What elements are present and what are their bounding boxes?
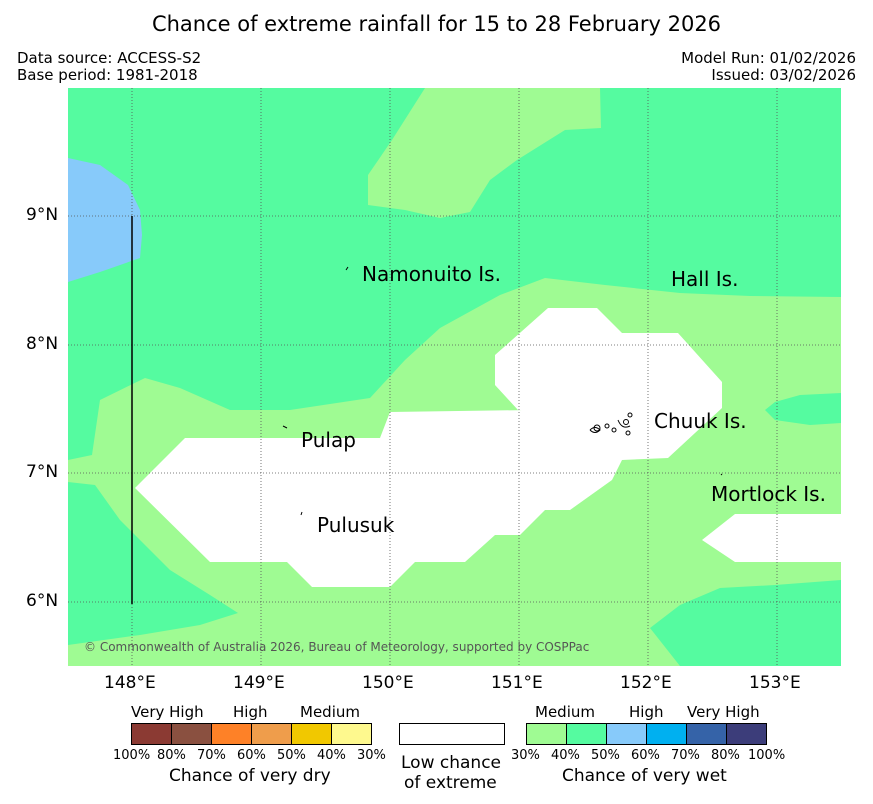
place-label-pulusuk: Pulusuk <box>317 513 395 537</box>
mortlock-island-icon <box>720 473 723 476</box>
legend-swatch <box>646 723 687 745</box>
region-medium-top <box>368 88 601 218</box>
lat-label-8n: 8°N <box>26 334 59 354</box>
place-label-hall: Hall Is. <box>671 267 739 291</box>
region-low-chance-east <box>702 514 841 562</box>
place-label-chuuk: Chuuk Is. <box>654 409 747 433</box>
lat-label-9n: 9°N <box>26 205 59 225</box>
wet-caption: Chance of very wet <box>562 766 727 786</box>
copyright-notice: © Commonwealth of Australia 2026, Bureau… <box>84 640 590 654</box>
dry-pct-label: 30% <box>357 748 386 763</box>
dry-caption: Chance of very dry <box>169 766 331 786</box>
wet-category-high: High <box>629 703 664 721</box>
dry-pct-label: 60% <box>237 748 266 763</box>
wet-pct-label: 60% <box>631 748 660 763</box>
wet-pct-label: 80% <box>711 748 740 763</box>
dry-pct-label: 70% <box>197 748 226 763</box>
dry-pct-label: 40% <box>317 748 346 763</box>
legend-swatch <box>566 723 607 745</box>
lon-label-148e: 148°E <box>104 673 156 693</box>
legend-swatch <box>211 723 252 745</box>
legend-swatch <box>686 723 727 745</box>
legend-swatch <box>131 723 172 745</box>
legend-swatch <box>606 723 647 745</box>
legend-swatch <box>331 723 372 745</box>
lon-label-153e: 153°E <box>749 673 801 693</box>
place-label-mortlock: Mortlock Is. <box>711 482 826 506</box>
region-40-50-southwest <box>68 482 238 645</box>
region-low-chance-central <box>135 308 722 587</box>
low-chance-caption-line2: of extreme <box>404 773 497 793</box>
low-chance-caption-line1: Low chance <box>401 753 501 773</box>
dry-category-very-high: Very High <box>131 703 204 721</box>
lon-label-151e: 151°E <box>491 673 543 693</box>
lon-label-149e: 149°E <box>233 673 285 693</box>
chuuk-islands-icon <box>589 412 633 436</box>
wet-pct-label: 30% <box>511 748 540 763</box>
wet-category-medium: Medium <box>535 703 595 721</box>
namonuito-island-icon <box>345 266 349 271</box>
place-label-pulap: Pulap <box>301 428 356 452</box>
wet-pct-label: 100% <box>748 748 786 763</box>
dry-pct-label: 50% <box>277 748 306 763</box>
wet-pct-label: 40% <box>551 748 580 763</box>
issued-label: Issued: 03/02/2026 <box>711 66 856 84</box>
lon-label-152e: 152°E <box>620 673 672 693</box>
legend-swatch <box>726 723 767 745</box>
base-period-label: Base period: 1981-2018 <box>17 66 198 84</box>
pulusuk-island-icon <box>300 511 303 516</box>
region-high-wet <box>68 158 142 282</box>
wet-pct-label: 50% <box>591 748 620 763</box>
data-source-label: Data source: ACCESS-S2 <box>17 49 202 67</box>
dry-category-high: High <box>233 703 268 721</box>
dry-pct-label: 80% <box>157 748 186 763</box>
place-label-namonuito: Namonuito Is. <box>362 262 501 286</box>
legend-swatch <box>526 723 567 745</box>
legend-swatch <box>291 723 332 745</box>
region-40-50-east <box>765 393 841 425</box>
wet-pct-label: 70% <box>671 748 700 763</box>
region-40-50-southeast <box>650 580 841 666</box>
wet-category-very-high: Very High <box>687 703 760 721</box>
lon-label-150e: 150°E <box>362 673 414 693</box>
pulap-island-icon <box>282 425 288 429</box>
dry-category-medium: Medium <box>300 703 360 721</box>
legend-swatch <box>171 723 212 745</box>
legend-swatch <box>251 723 292 745</box>
island-outlines <box>282 266 723 516</box>
lat-label-7n: 7°N <box>26 462 59 482</box>
model-run-label: Model Run: 01/02/2026 <box>681 49 856 67</box>
dry-pct-label: 100% <box>113 748 151 763</box>
low-chance-swatch <box>399 723 505 745</box>
page-title: Chance of extreme rainfall for 15 to 28 … <box>151 12 722 36</box>
lat-label-6n: 6°N <box>26 591 59 611</box>
